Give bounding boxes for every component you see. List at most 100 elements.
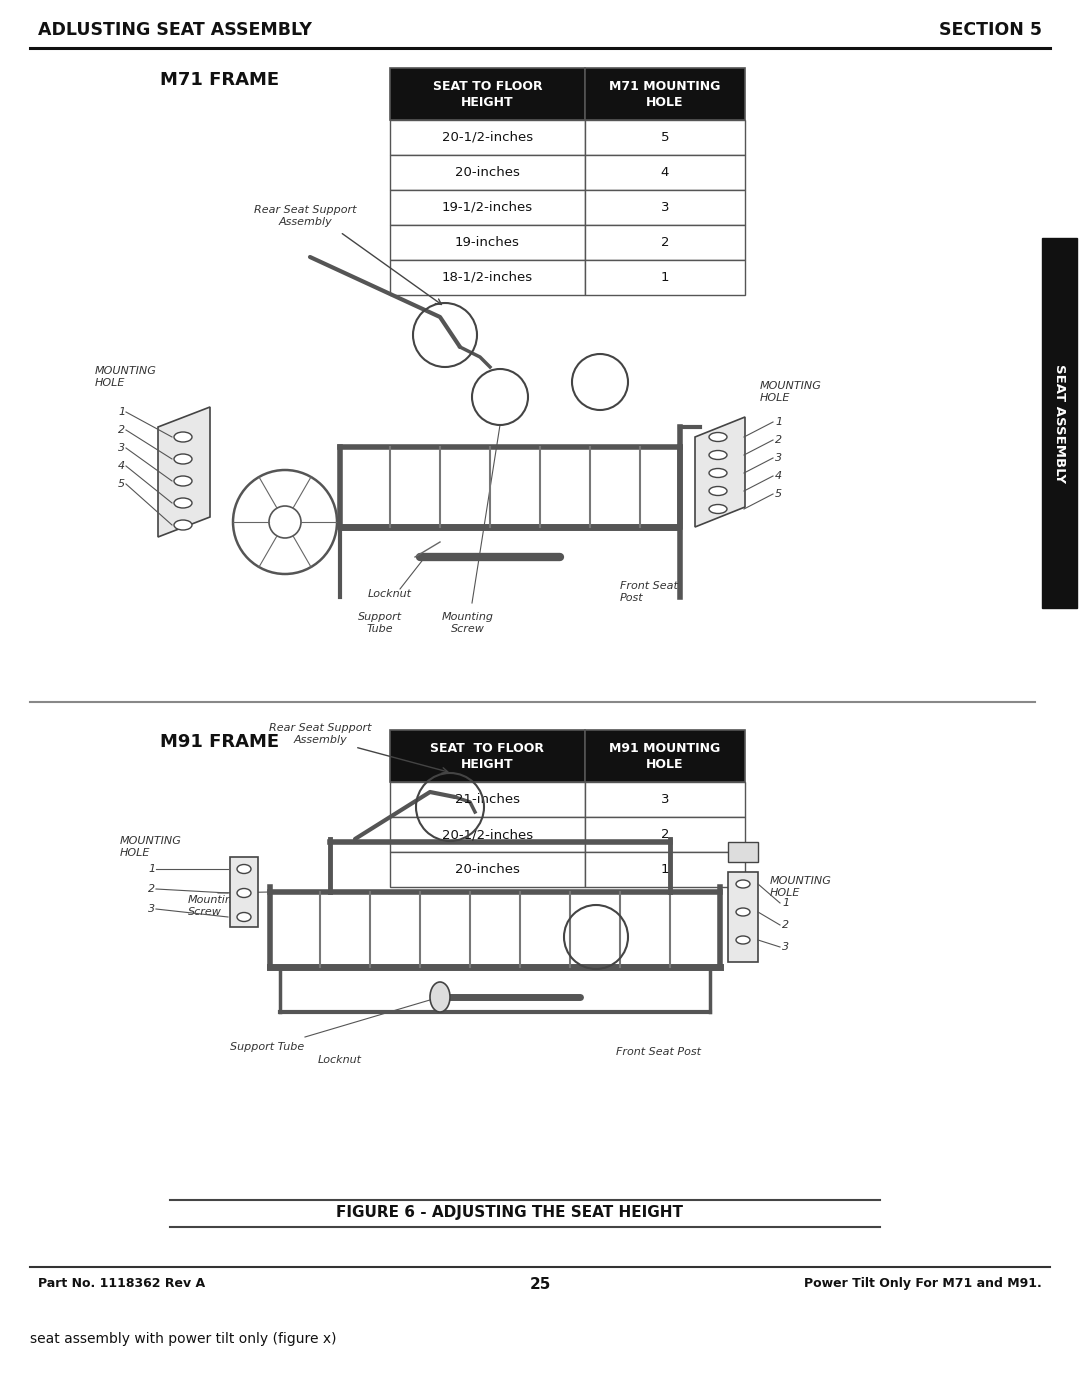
Text: 1: 1	[148, 863, 156, 875]
Text: 25: 25	[529, 1277, 551, 1292]
Ellipse shape	[708, 504, 727, 514]
Polygon shape	[158, 407, 210, 536]
Bar	[390, 68, 585, 120]
Bar	[585, 225, 745, 260]
Text: SEAT TO FLOOR
HEIGHT: SEAT TO FLOOR HEIGHT	[433, 80, 542, 109]
Text: SEAT ASSEMBLY: SEAT ASSEMBLY	[1053, 363, 1066, 482]
Ellipse shape	[237, 912, 251, 922]
Bar	[585, 782, 745, 817]
Text: MOUNTING
HOLE: MOUNTING HOLE	[95, 366, 157, 388]
Text: 5: 5	[661, 131, 670, 144]
Ellipse shape	[735, 936, 750, 944]
Text: 4: 4	[118, 461, 125, 471]
Text: 5: 5	[118, 479, 125, 489]
Text: 18-1/2-inches: 18-1/2-inches	[442, 271, 534, 284]
Text: 19-inches: 19-inches	[455, 236, 519, 249]
Text: 3: 3	[782, 942, 789, 951]
Text: Front Seat Post: Front Seat Post	[616, 1046, 701, 1058]
Ellipse shape	[735, 908, 750, 916]
Text: ADLUSTING SEAT ASSEMBLY: ADLUSTING SEAT ASSEMBLY	[38, 21, 312, 39]
Text: FIGURE 6 - ADJUSTING THE SEAT HEIGHT: FIGURE 6 - ADJUSTING THE SEAT HEIGHT	[337, 1204, 684, 1220]
Text: M91 FRAME: M91 FRAME	[161, 733, 280, 752]
Bar	[585, 120, 745, 155]
Ellipse shape	[174, 520, 192, 529]
Ellipse shape	[708, 450, 727, 460]
Text: 1: 1	[661, 863, 670, 876]
Text: 19-1/2-inches: 19-1/2-inches	[442, 201, 534, 214]
Text: 2: 2	[118, 425, 125, 434]
Bar	[728, 842, 758, 862]
Text: Front Seat
Post: Front Seat Post	[620, 581, 678, 602]
Text: MOUNTING
HOLE: MOUNTING HOLE	[760, 381, 822, 402]
Text: Rear Seat Support
Assembly: Rear Seat Support Assembly	[269, 722, 372, 745]
Text: 20-inches: 20-inches	[455, 166, 519, 179]
Ellipse shape	[708, 468, 727, 478]
Text: Power Tilt Only For M71 and M91.: Power Tilt Only For M71 and M91.	[805, 1277, 1042, 1289]
Text: 20-1/2-inches: 20-1/2-inches	[442, 131, 534, 144]
Text: 3: 3	[148, 904, 156, 914]
Text: Rear Seat Support
Assembly: Rear Seat Support Assembly	[254, 204, 356, 226]
Text: 3: 3	[661, 201, 670, 214]
Text: 21-inches: 21-inches	[455, 793, 519, 806]
Bar	[390, 817, 585, 852]
Text: 2: 2	[782, 921, 789, 930]
Text: 1: 1	[775, 416, 782, 427]
Text: 1: 1	[118, 407, 125, 416]
Text: M71 FRAME: M71 FRAME	[161, 71, 280, 89]
Ellipse shape	[174, 432, 192, 441]
Ellipse shape	[237, 865, 251, 873]
Bar	[390, 225, 585, 260]
Text: 3: 3	[661, 793, 670, 806]
Text: 2: 2	[775, 434, 782, 446]
Text: M91 MOUNTING
HOLE: M91 MOUNTING HOLE	[609, 742, 720, 771]
Ellipse shape	[708, 486, 727, 496]
Text: Support
Tube: Support Tube	[357, 612, 402, 634]
Bar	[585, 260, 745, 295]
Text: MOUNTING
HOLE: MOUNTING HOLE	[120, 837, 181, 858]
Text: seat assembly with power tilt only (figure x): seat assembly with power tilt only (figu…	[30, 1331, 337, 1345]
Bar	[390, 731, 585, 782]
Text: 1: 1	[661, 271, 670, 284]
Ellipse shape	[708, 433, 727, 441]
Text: SEAT  TO FLOOR
HEIGHT: SEAT TO FLOOR HEIGHT	[431, 742, 544, 771]
Text: 2: 2	[661, 236, 670, 249]
Ellipse shape	[237, 888, 251, 897]
Text: Locknut: Locknut	[318, 1055, 362, 1065]
Text: 1: 1	[782, 898, 789, 908]
Bar	[390, 852, 585, 887]
Text: 4: 4	[661, 166, 670, 179]
Bar	[585, 190, 745, 225]
Text: 3: 3	[118, 443, 125, 453]
Ellipse shape	[174, 497, 192, 509]
Bar	[390, 260, 585, 295]
Text: Locknut: Locknut	[368, 590, 411, 599]
Ellipse shape	[735, 880, 750, 888]
Bar	[1042, 237, 1077, 608]
Bar	[728, 872, 758, 963]
Text: Mounting
Screw: Mounting Screw	[188, 895, 240, 916]
Bar	[390, 120, 585, 155]
Text: M71 MOUNTING
HOLE: M71 MOUNTING HOLE	[609, 80, 720, 109]
Text: Part No. 1118362 Rev A: Part No. 1118362 Rev A	[38, 1277, 205, 1289]
Text: 5: 5	[775, 489, 782, 499]
Bar	[585, 68, 745, 120]
Ellipse shape	[174, 476, 192, 486]
Text: Mounting
Screw: Mounting Screw	[442, 612, 494, 634]
Bar	[585, 852, 745, 887]
Ellipse shape	[174, 454, 192, 464]
Bar	[230, 856, 258, 928]
Text: 20-inches: 20-inches	[455, 863, 519, 876]
Text: Support Tube: Support Tube	[230, 1042, 305, 1052]
Text: 2: 2	[661, 828, 670, 841]
Bar	[390, 155, 585, 190]
Text: 3: 3	[775, 453, 782, 462]
Text: 2: 2	[148, 884, 156, 894]
Text: 20-1/2-inches: 20-1/2-inches	[442, 828, 534, 841]
Bar	[585, 731, 745, 782]
Text: MOUNTING
HOLE: MOUNTING HOLE	[770, 876, 832, 898]
Bar	[585, 817, 745, 852]
Ellipse shape	[430, 982, 450, 1011]
Bar	[390, 190, 585, 225]
Text: 4: 4	[775, 471, 782, 481]
Bar	[390, 782, 585, 817]
